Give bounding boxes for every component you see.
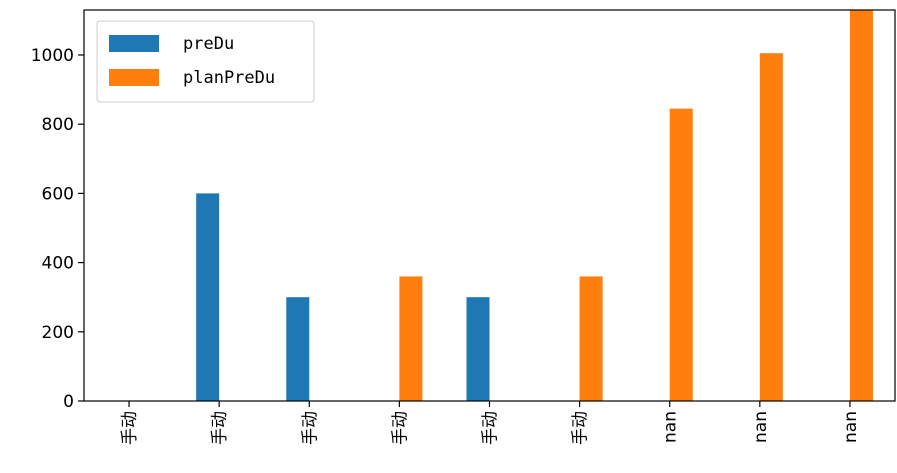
legend-label-preDu: preDu: [183, 34, 234, 54]
bar-planPreDu-8: [849, 10, 873, 401]
y-tick-label-4: 800: [42, 115, 74, 135]
bar-preDu-4: [466, 297, 490, 401]
x-tick-label-8: nan: [841, 411, 861, 443]
y-tick-label-3: 600: [42, 184, 74, 204]
bar-planPreDu-3: [399, 276, 423, 401]
legend-label-planPreDu: planPreDu: [183, 68, 275, 88]
legend: preDu planPreDu: [96, 20, 315, 103]
y-axis: 0 200 400 600 800 1000: [31, 46, 84, 412]
x-tick-label-6: nan: [661, 411, 681, 443]
x-tick-label-4: 手动: [481, 411, 501, 445]
y-tick-label-0: 0: [63, 392, 74, 412]
bar-planPreDu-7: [759, 53, 783, 401]
legend-swatch-planPreDu: [109, 69, 159, 86]
plot-frame: [83, 9, 896, 402]
y-tick-label-1: 200: [42, 323, 74, 343]
x-tick-label-7: nan: [751, 411, 771, 443]
x-axis: 手动 手动 手动 手动 手动 手动 nan nan nan: [120, 401, 861, 445]
x-tick-label-5: 手动: [571, 411, 591, 445]
x-tick-label-0: 手动: [120, 411, 140, 445]
x-tick-label-2: 手动: [300, 411, 320, 445]
x-tick-label-1: 手动: [210, 411, 230, 445]
bars-group: [196, 10, 873, 402]
y-tick-label-5: 1000: [31, 46, 74, 66]
x-tick-label-3: 手动: [390, 411, 410, 445]
bar-planPreDu-6: [669, 108, 693, 402]
bar-planPreDu-5: [579, 276, 603, 401]
legend-swatch-preDu: [109, 35, 159, 52]
y-tick-label-2: 400: [42, 254, 74, 274]
bar-preDu-1: [196, 193, 220, 401]
bar-preDu-2: [286, 297, 310, 401]
